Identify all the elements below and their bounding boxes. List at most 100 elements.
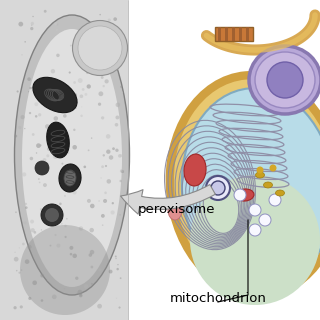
Circle shape — [51, 221, 55, 226]
Circle shape — [115, 123, 118, 126]
Circle shape — [92, 28, 93, 29]
Circle shape — [73, 81, 76, 84]
Circle shape — [78, 78, 83, 83]
Ellipse shape — [20, 225, 110, 315]
Circle shape — [98, 102, 101, 106]
Circle shape — [99, 92, 103, 96]
Circle shape — [91, 68, 93, 70]
Circle shape — [109, 155, 113, 160]
Circle shape — [59, 203, 62, 205]
Circle shape — [104, 191, 107, 194]
Circle shape — [91, 266, 93, 268]
Circle shape — [41, 299, 43, 302]
Circle shape — [206, 176, 230, 200]
Circle shape — [84, 284, 88, 289]
Circle shape — [112, 202, 114, 204]
Circle shape — [45, 208, 59, 222]
Circle shape — [51, 69, 55, 73]
Circle shape — [52, 96, 56, 100]
Circle shape — [103, 154, 105, 156]
Circle shape — [99, 52, 104, 56]
Circle shape — [63, 114, 67, 118]
Circle shape — [40, 208, 43, 211]
Circle shape — [24, 128, 25, 129]
Circle shape — [89, 253, 92, 257]
Circle shape — [36, 143, 41, 148]
Ellipse shape — [182, 88, 320, 288]
Circle shape — [104, 42, 107, 46]
Circle shape — [30, 157, 33, 160]
Circle shape — [119, 180, 122, 182]
Circle shape — [80, 115, 83, 117]
Circle shape — [115, 255, 117, 257]
Circle shape — [30, 27, 33, 30]
Circle shape — [35, 161, 49, 175]
Circle shape — [106, 59, 110, 62]
Circle shape — [45, 162, 49, 166]
Circle shape — [108, 19, 111, 22]
Circle shape — [54, 22, 58, 26]
Circle shape — [24, 41, 26, 43]
Circle shape — [86, 72, 89, 74]
Circle shape — [39, 182, 41, 183]
Circle shape — [72, 145, 77, 149]
Circle shape — [112, 147, 115, 150]
Bar — [0, 0, 128, 320]
Circle shape — [79, 294, 83, 297]
Circle shape — [105, 79, 109, 84]
Circle shape — [102, 85, 105, 87]
Circle shape — [75, 276, 78, 280]
Circle shape — [73, 93, 77, 97]
Circle shape — [40, 274, 44, 277]
Ellipse shape — [184, 154, 206, 186]
Circle shape — [56, 244, 60, 248]
Circle shape — [50, 134, 53, 136]
Bar — [128, 0, 320, 320]
Circle shape — [70, 253, 72, 255]
Ellipse shape — [73, 20, 127, 76]
Circle shape — [41, 204, 63, 226]
Circle shape — [120, 277, 122, 279]
Circle shape — [47, 82, 51, 86]
Circle shape — [19, 247, 20, 249]
Circle shape — [47, 147, 51, 151]
Circle shape — [21, 54, 22, 55]
Circle shape — [116, 102, 120, 107]
Ellipse shape — [190, 175, 320, 305]
Circle shape — [118, 307, 121, 308]
Circle shape — [72, 253, 77, 258]
Circle shape — [35, 115, 37, 118]
Circle shape — [14, 252, 16, 253]
Circle shape — [121, 170, 124, 173]
Circle shape — [81, 106, 82, 108]
Circle shape — [34, 231, 36, 234]
Ellipse shape — [59, 164, 81, 192]
Circle shape — [100, 178, 101, 179]
Circle shape — [16, 270, 18, 271]
Circle shape — [30, 220, 34, 224]
Circle shape — [15, 212, 17, 213]
Circle shape — [22, 243, 25, 245]
Circle shape — [121, 41, 125, 46]
Circle shape — [56, 54, 60, 57]
Circle shape — [84, 93, 87, 96]
Circle shape — [54, 135, 56, 136]
Text: mitochondrion: mitochondrion — [170, 292, 267, 305]
Circle shape — [117, 264, 119, 265]
Circle shape — [72, 190, 77, 195]
Ellipse shape — [168, 200, 182, 220]
Circle shape — [80, 294, 82, 296]
Circle shape — [88, 149, 90, 151]
Bar — [232, 27, 235, 41]
Circle shape — [61, 188, 62, 189]
Circle shape — [50, 212, 52, 214]
Circle shape — [102, 224, 103, 226]
Circle shape — [61, 163, 63, 165]
Circle shape — [79, 226, 83, 231]
Circle shape — [249, 224, 261, 236]
Ellipse shape — [249, 46, 320, 114]
Circle shape — [105, 46, 108, 49]
Circle shape — [54, 234, 57, 236]
Circle shape — [101, 76, 104, 79]
Circle shape — [105, 165, 107, 167]
